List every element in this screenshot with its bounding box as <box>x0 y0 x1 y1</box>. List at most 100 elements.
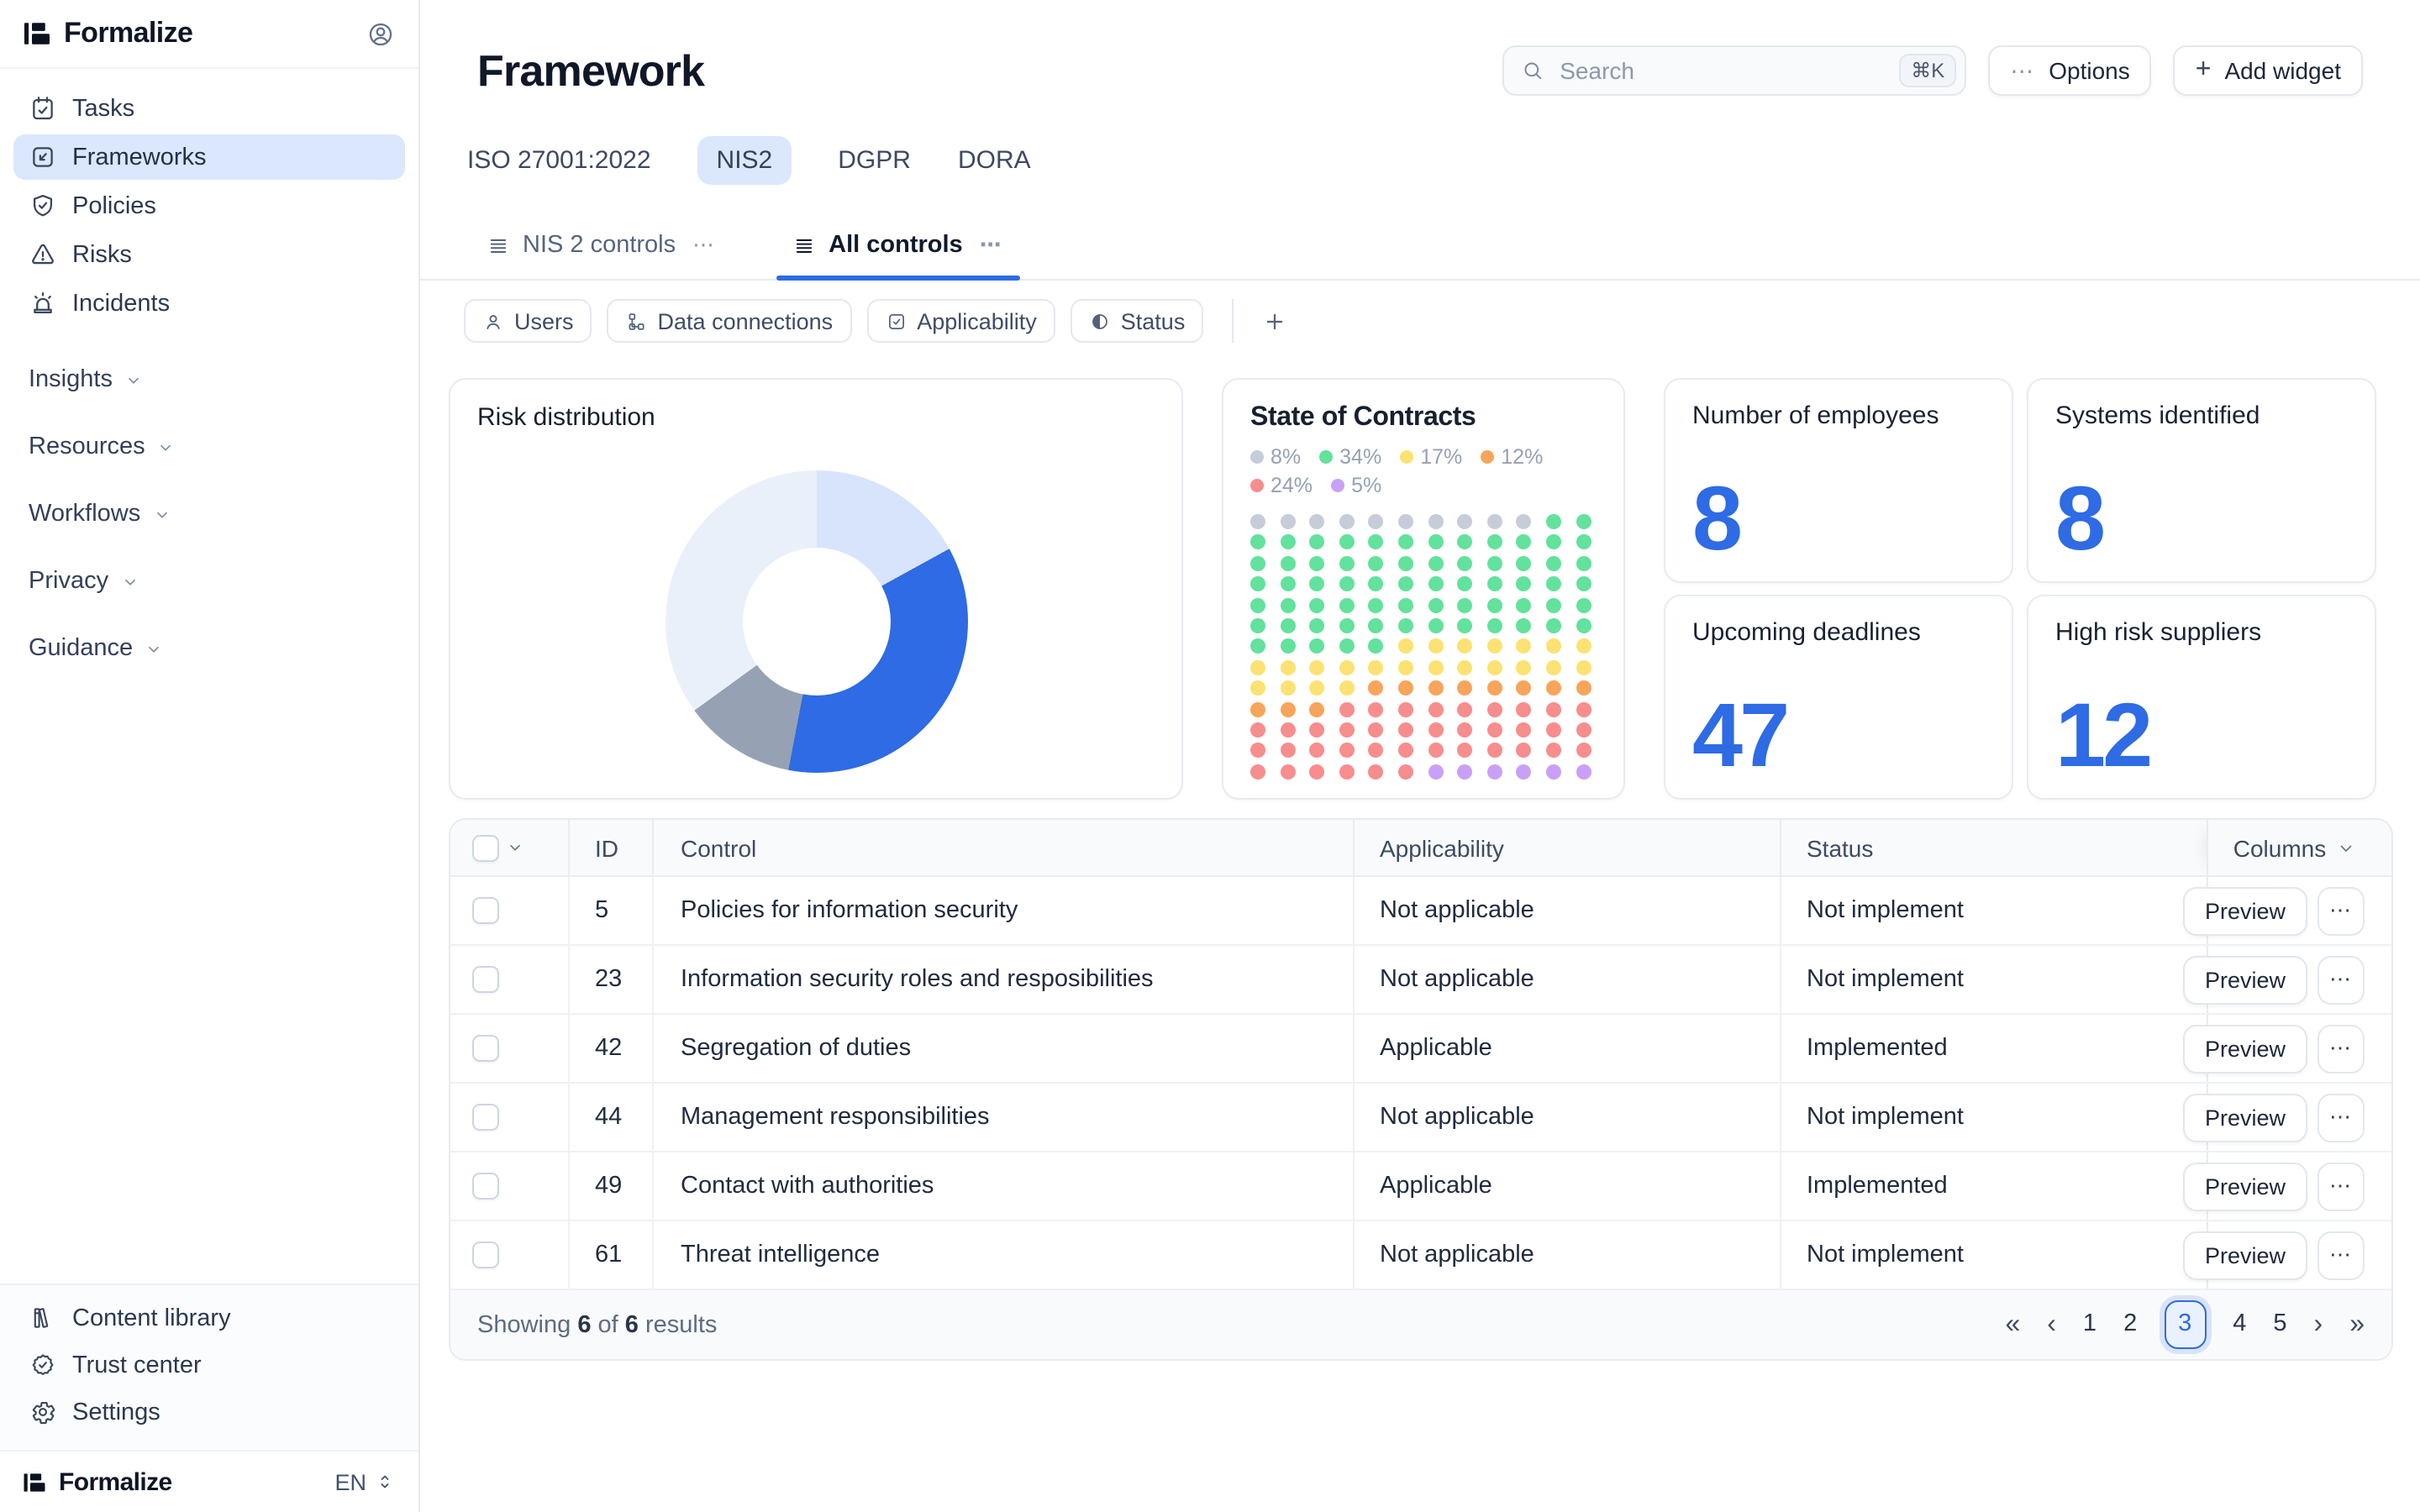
page-button-4[interactable]: 4 <box>2233 1310 2247 1338</box>
page-button-1[interactable]: 1 <box>2082 1310 2097 1338</box>
sidebar-item-trust-center[interactable]: Trust center <box>13 1342 405 1388</box>
checkbox-check-icon <box>885 310 907 332</box>
row-actions-cell: Preview ⋯ <box>2182 1152 2391 1220</box>
row-checkbox[interactable] <box>472 1104 499 1131</box>
last-page-button[interactable]: » <box>2349 1310 2365 1338</box>
formalize-logo-icon <box>22 18 52 49</box>
sidebar-item-content-library[interactable]: Content library <box>13 1295 405 1341</box>
filter-chip-label: Users <box>514 308 574 333</box>
list-icon <box>793 234 815 256</box>
row-checkbox[interactable] <box>472 1035 499 1062</box>
row-checkbox[interactable] <box>472 897 499 924</box>
sidebar-item-risks[interactable]: Risks <box>13 232 405 277</box>
column-header-id[interactable]: ID <box>568 820 652 875</box>
formalize-logo-icon <box>22 1469 47 1494</box>
page-button-3[interactable]: 3 <box>2164 1300 2207 1349</box>
stat-label: Upcoming deadlines <box>1692 618 1921 647</box>
contract-dot <box>1280 659 1296 675</box>
preview-button[interactable]: Preview <box>2182 1162 2307 1210</box>
sidebar-section-privacy[interactable]: Privacy <box>29 551 390 612</box>
preview-button[interactable]: Preview <box>2182 955 2307 1004</box>
contract-dot <box>1280 638 1296 654</box>
sidebar-item-frameworks[interactable]: Frameworks <box>13 134 405 180</box>
row-menu-button[interactable]: ⋯ <box>2317 1024 2365 1073</box>
view-tab-label: NIS 2 controls <box>523 232 676 259</box>
chevron-down-icon <box>157 438 176 456</box>
search-bar[interactable]: ⌘K <box>1502 45 1967 96</box>
contract-dot <box>1368 701 1384 717</box>
sidebar-section-workflows[interactable]: Workflows <box>29 484 390 544</box>
contract-dot <box>1428 659 1444 675</box>
sidebar-item-settings[interactable]: Settings <box>13 1389 405 1435</box>
row-checkbox[interactable] <box>472 1173 499 1200</box>
language-selector[interactable]: EN <box>334 1469 395 1494</box>
preview-button[interactable]: Preview <box>2182 1231 2307 1279</box>
row-menu-button[interactable]: ⋯ <box>2317 886 2365 935</box>
search-input[interactable] <box>1556 55 1888 86</box>
row-menu-button[interactable]: ⋯ <box>2317 1093 2365 1142</box>
ellipsis-icon: ⋯ <box>2010 57 2036 84</box>
row-actions-cell: Preview ⋯ <box>2182 1015 2391 1082</box>
sidebar-item-label: Settings <box>72 1399 160 1425</box>
column-header-status[interactable]: Status <box>1780 820 2207 875</box>
row-control-cell: Information security roles and resposibi… <box>652 946 1353 1013</box>
row-menu-button[interactable]: ⋯ <box>2317 955 2365 1004</box>
columns-menu[interactable]: Columns <box>2207 820 2391 875</box>
tab-nis2[interactable]: NIS2 <box>697 136 792 185</box>
contract-dot <box>1576 743 1591 759</box>
sidebar-section-resources[interactable]: Resources <box>29 417 390 477</box>
options-button[interactable]: ⋯ Options <box>1988 45 2152 96</box>
tab-all-controls[interactable]: All controls ⋯ <box>776 232 1020 281</box>
contract-dot <box>1368 617 1384 633</box>
legend-label: 34% <box>1339 445 1382 469</box>
filter-chip-applicability[interactable]: Applicability <box>866 299 1055 343</box>
row-menu-button[interactable]: ⋯ <box>2317 1162 2365 1210</box>
preview-button[interactable]: Preview <box>2182 1093 2307 1142</box>
tab-iso-27001[interactable]: ISO 27001:2022 <box>467 146 651 175</box>
tab-menu-icon[interactable]: ⋯ <box>692 232 717 257</box>
contract-dot <box>1397 638 1413 654</box>
page-button-5[interactable]: 5 <box>2273 1310 2287 1338</box>
select-all-checkbox[interactable] <box>472 834 499 861</box>
contract-dot <box>1457 722 1473 738</box>
column-header-control[interactable]: Control <box>652 820 1353 875</box>
preview-button[interactable]: Preview <box>2182 886 2307 935</box>
row-applicability-cell: Not applicable <box>1353 877 1780 944</box>
sidebar-item-incidents[interactable]: Incidents <box>13 281 405 326</box>
contract-dot <box>1397 701 1413 717</box>
prev-page-button[interactable]: ‹ <box>2047 1310 2056 1338</box>
table-row: 5 Policies for information security Not ap… <box>450 877 2391 946</box>
table-row: 42 Segregation of duties Applicable Impleme… <box>450 1015 2391 1084</box>
add-filter-plus-icon[interactable] <box>1262 308 1287 333</box>
row-menu-button[interactable]: ⋯ <box>2317 1231 2365 1279</box>
first-page-button[interactable]: « <box>2005 1310 2021 1338</box>
sidebar-item-tasks[interactable]: Tasks <box>13 86 405 131</box>
filter-chip-users[interactable]: Users <box>464 299 592 343</box>
contract-dot <box>1339 597 1355 613</box>
chevron-down-icon[interactable] <box>506 838 524 857</box>
contract-dot <box>1576 638 1591 654</box>
sidebar-item-label: Incidents <box>72 290 171 317</box>
user-account-icon[interactable] <box>366 19 395 48</box>
contract-dot <box>1368 555 1384 571</box>
sidebar-section-guidance[interactable]: Guidance <box>29 618 390 679</box>
row-checkbox[interactable] <box>472 966 499 993</box>
contract-dot <box>1457 534 1473 550</box>
tab-dgpr[interactable]: DGPR <box>838 146 911 175</box>
preview-button[interactable]: Preview <box>2182 1024 2307 1073</box>
sidebar-item-policies[interactable]: Policies <box>13 183 405 228</box>
filter-chip-status[interactable]: Status <box>1070 299 1204 343</box>
tab-menu-icon[interactable]: ⋯ <box>979 232 1003 257</box>
sidebar-section-insights[interactable]: Insights <box>29 349 390 410</box>
page-button-2[interactable]: 2 <box>2123 1310 2138 1338</box>
contract-dot <box>1280 680 1296 696</box>
tab-dora[interactable]: DORA <box>957 146 1031 175</box>
add-widget-button[interactable]: + Add widget <box>2173 45 2363 96</box>
sidebar-header: Formalize <box>0 0 418 69</box>
filter-chip-data-connections[interactable]: Data connections <box>607 299 852 343</box>
tab-nis2-controls[interactable]: NIS 2 controls ⋯ <box>471 232 733 279</box>
stat-label: Systems identified <box>2055 402 2260 430</box>
column-header-applicability[interactable]: Applicability <box>1353 820 1780 875</box>
next-page-button[interactable]: › <box>2313 1310 2323 1338</box>
row-checkbox[interactable] <box>472 1242 499 1268</box>
